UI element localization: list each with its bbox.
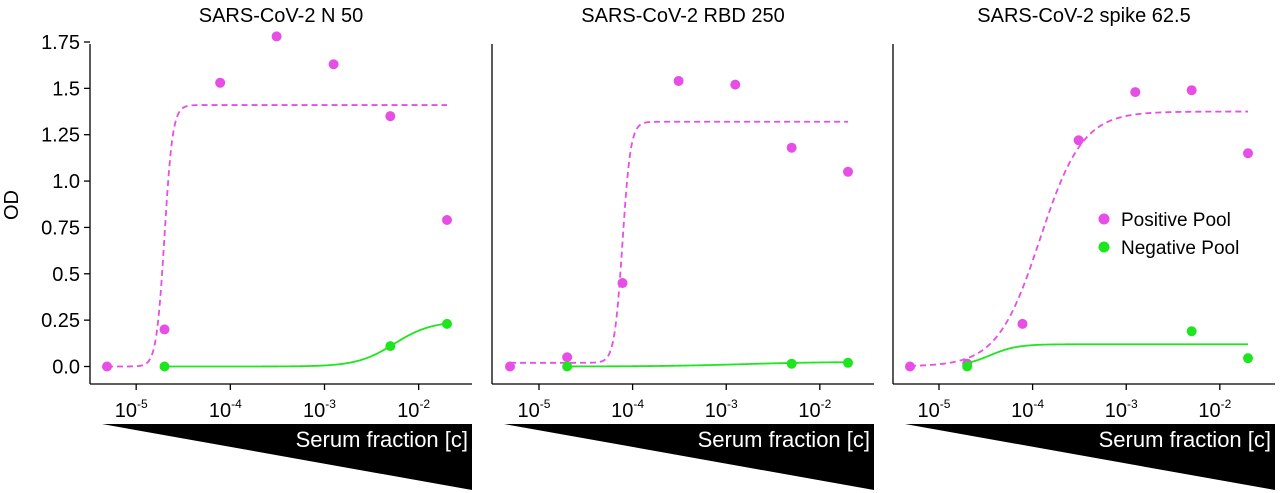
negative-data-point — [1243, 353, 1253, 364]
positive-data-point — [505, 361, 515, 372]
legend-label-positive: Positive Pool — [1121, 210, 1231, 231]
positive-data-point — [385, 111, 396, 122]
panel-3: SARS-CoV-2 spike 62.5 10-5 10-4 10-3 10-2 Ser… — [892, 5, 1275, 490]
positive-data-point — [562, 352, 573, 363]
negative-data-point — [843, 357, 853, 368]
dilution-wedge — [905, 424, 1275, 490]
x-axis-label: Serum fraction [c] — [1099, 427, 1271, 452]
positive-data-point — [1073, 135, 1084, 146]
positive-data-point — [1017, 318, 1028, 329]
negative-fit-curve — [966, 343, 1248, 364]
x-tick-label: 10-4 — [611, 397, 644, 422]
y-tick-label: 0.0 — [52, 357, 80, 379]
x-tick-label: 10-2 — [798, 397, 831, 422]
positive-data-point — [1130, 87, 1141, 98]
dilution-wedge — [102, 424, 472, 490]
y-tick-label: 0.25 — [41, 310, 80, 332]
positive-data-point — [442, 215, 452, 226]
panels: SARS-CoV-2 N 50 0.0 0.25 0.5 0.75 1.0 1.25 1.5 1… — [41, 5, 1275, 490]
positive-data-point — [271, 31, 282, 42]
positive-data-point — [843, 166, 853, 177]
legend-marker-positive — [1098, 213, 1110, 225]
negative-data-point — [159, 361, 170, 372]
panel-1: SARS-CoV-2 N 50 0.0 0.25 0.5 0.75 1.0 1.25 1.5 1… — [41, 5, 472, 490]
y-tick-label: 1.5 — [52, 78, 80, 100]
positive-data-point — [786, 142, 797, 153]
negative-data-point — [562, 361, 573, 372]
panel-2: SARS-CoV-2 RBD 250 10-5 10-4 10-3 10-2 Serum … — [491, 5, 874, 490]
y-tick-label: 0.75 — [41, 217, 80, 239]
x-axis-label: Serum fraction [c] — [698, 427, 870, 452]
y-tick-label: 0.5 — [52, 264, 80, 286]
negative-data-point — [1186, 326, 1197, 337]
positive-data-point — [1186, 85, 1197, 96]
panel-title: SARS-CoV-2 N 50 — [199, 5, 364, 27]
x-tick-label: 10-3 — [705, 397, 738, 422]
positive-fit-curve — [510, 120, 848, 364]
positive-data-point — [730, 79, 741, 90]
x-tick-label: 10-2 — [397, 397, 430, 422]
negative-data-point — [385, 341, 396, 352]
legend: Positive Pool Negative Pool — [1098, 210, 1239, 259]
x-tick-label: 10-2 — [1198, 397, 1231, 422]
x-tick-label: 10-3 — [303, 397, 336, 422]
positive-data-point — [1243, 148, 1253, 159]
x-tick-label: 10-5 — [918, 397, 951, 422]
negative-data-point — [786, 358, 797, 369]
negative-fit-curve — [164, 322, 448, 368]
panel-title: SARS-CoV-2 spike 62.5 — [977, 5, 1190, 27]
y-axis-label: OD — [1, 190, 23, 220]
positive-fit-curve — [107, 104, 447, 368]
panel-title: SARS-CoV-2 RBD 250 — [581, 5, 784, 27]
negative-data-point — [442, 318, 452, 329]
positive-data-point — [328, 59, 339, 70]
x-tick-label: 10-3 — [1105, 397, 1138, 422]
x-tick-label: 10-4 — [209, 397, 242, 422]
negative-fit-curve — [567, 361, 849, 368]
positive-fit-curve — [909, 110, 1248, 367]
legend-label-negative: Negative Pool — [1121, 238, 1239, 259]
positive-data-point — [617, 278, 628, 289]
y-tick-label: 1.75 — [41, 32, 80, 54]
dilution-wedge — [504, 424, 874, 490]
positive-data-point — [215, 77, 226, 88]
y-tick-label: 1.0 — [52, 171, 80, 193]
y-tick-label: 1.25 — [41, 125, 80, 147]
x-tick-label: 10-4 — [1011, 397, 1044, 422]
positive-data-point — [905, 361, 915, 372]
negative-data-point — [962, 361, 973, 372]
x-axis-label: Serum fraction [c] — [296, 427, 468, 452]
positive-data-point — [159, 324, 170, 335]
x-tick-label: 10-5 — [115, 397, 148, 422]
x-tick-label: 10-5 — [518, 397, 551, 422]
positive-data-point — [673, 75, 684, 86]
legend-marker-negative — [1098, 241, 1110, 253]
positive-data-point — [102, 361, 112, 372]
